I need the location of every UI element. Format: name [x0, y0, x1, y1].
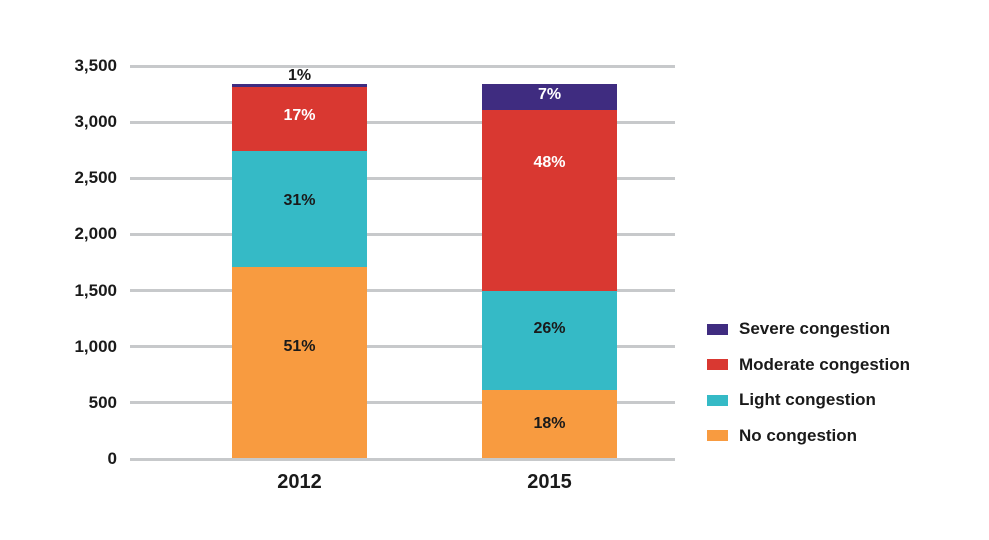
- bar-segment-2015-light-congestion: 26%: [482, 291, 617, 390]
- segment-label: 18%: [533, 414, 566, 432]
- legend-label: Light congestion: [739, 390, 876, 409]
- legend-item-moderate-congestion: Moderate congestion: [707, 353, 910, 377]
- bar-2012: 51% 31% 17% 1%: [232, 67, 367, 458]
- y-axis-labels: 0 500 1,000 1,500 2,000 2,500 3,000 3,500: [0, 56, 117, 468]
- gridline: [130, 232, 675, 236]
- bar-segment-2015-severe-congestion: 7%: [482, 83, 617, 110]
- gridline: [130, 289, 675, 293]
- y-tick-label: 3,000: [74, 112, 117, 132]
- legend-swatch: [707, 323, 728, 335]
- bar-segment-2015-no-congestion: 18%: [482, 389, 617, 458]
- gridline: [130, 401, 675, 405]
- segment-label: 1%: [287, 66, 312, 84]
- gridline: [130, 176, 675, 180]
- segment-label: 48%: [533, 153, 566, 171]
- segment-label: 26%: [533, 319, 566, 337]
- y-tick-label: 3,500: [74, 56, 117, 75]
- legend-item-no-congestion: No congestion: [707, 424, 910, 448]
- legend-swatch: [707, 430, 728, 441]
- plot-area: 51% 31% 17% 1% 18% 26% 48% 7%: [130, 64, 675, 461]
- gridline: [130, 457, 675, 461]
- y-tick-label: 1,000: [74, 336, 117, 356]
- legend: Severe congestion Moderate congestion Ligh…: [707, 317, 910, 459]
- y-tick-label: 500: [88, 392, 117, 412]
- segment-label: 31%: [283, 191, 316, 209]
- segment-label: 7%: [537, 86, 562, 104]
- gridline: [130, 345, 675, 349]
- y-tick-label: 1,500: [74, 280, 117, 300]
- gridline: [130, 120, 675, 124]
- legend-label: Severe congestion: [739, 319, 891, 338]
- segment-label: 17%: [283, 106, 316, 124]
- legend-swatch: [707, 394, 728, 406]
- gridline: [130, 64, 675, 68]
- y-tick-label: 0: [107, 449, 117, 468]
- bar-segment-2012-severe-congestion: [232, 83, 367, 88]
- bar-segment-2012-light-congestion: 31%: [232, 150, 367, 267]
- y-tick-label: 2,500: [74, 168, 117, 188]
- y-tick-label: 2,000: [74, 224, 117, 244]
- bar-2015: 18% 26% 48% 7%: [482, 83, 617, 458]
- legend-label: Moderate congestion: [739, 354, 910, 374]
- bar-segment-2012-no-congestion: 51%: [232, 266, 367, 458]
- bar-segment-2012-moderate-congestion: 17%: [232, 87, 367, 151]
- x-tick-label: 2015: [527, 471, 572, 493]
- x-axis-labels: 2012 2015: [130, 469, 675, 499]
- segment-label: 51%: [283, 337, 316, 355]
- x-tick-label: 2012: [277, 471, 322, 493]
- legend-label: No congestion: [739, 425, 858, 445]
- legend-item-severe-congestion: Severe congestion: [707, 317, 910, 341]
- bar-segment-2015-moderate-congestion: 48%: [482, 109, 617, 292]
- legend-item-light-congestion: Light congestion: [707, 388, 910, 412]
- legend-swatch: [707, 359, 728, 370]
